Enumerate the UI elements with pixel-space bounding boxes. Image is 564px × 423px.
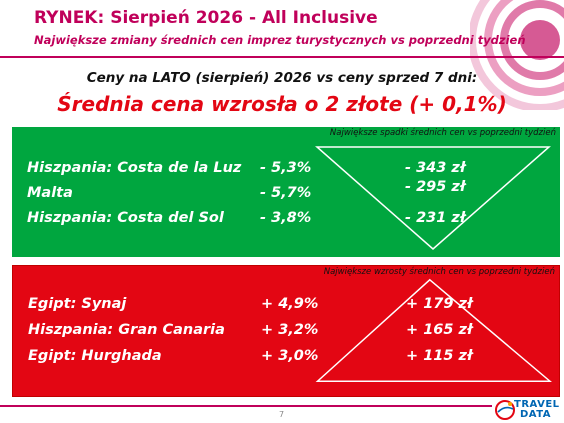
price-change: - 231 zł [405,210,466,226]
price-change: + 115 zł [406,348,473,364]
percent-change: - 3,8% [260,210,312,226]
header-divider [0,56,564,58]
decrease-row: Hiszpania: Costa del Sol - 3,8% - 231 zł [12,210,560,232]
percent-change: + 4,9% [261,296,319,312]
percent-change: + 3,2% [261,322,319,338]
up-triangle-decoration [315,278,552,382]
slide-title: RYNEK: Sierpień 2026 - All Inclusive [34,8,378,28]
percent-change: + 3,0% [261,348,319,364]
destination-name: Malta [27,185,73,201]
comparison-statement: Ceny na LATO (sierpień) 2026 vs ceny spr… [86,70,478,86]
destination-name: Egipt: Hurghada [28,348,162,364]
increase-row: Hiszpania: Gran Canaria + 3,2% + 165 zł [13,322,561,344]
destination-name: Hiszpania: Costa del Sol [27,210,224,226]
globe-icon [495,400,515,420]
destination-name: Hiszpania: Gran Canaria [28,322,225,338]
increases-panel: Największe wzrosty średnich cen vs poprz… [12,265,560,397]
footer-divider [0,405,492,407]
increase-row: Egipt: Hurghada + 3,0% + 115 zł [13,348,561,370]
logo-text-line1: TRAVEL [514,399,560,410]
destination-name: Hiszpania: Costa de la Luz [27,160,242,176]
slide-subtitle: Największe zmiany średnich cen imprez tu… [34,33,526,47]
price-change: + 165 zł [406,322,473,338]
travel-data-logo: TRAVEL DATA [494,399,560,421]
destination-name: Egipt: Synaj [28,296,127,312]
price-change: + 179 zł [406,296,473,312]
down-triangle-decoration [315,146,551,250]
price-change: - 295 zł [405,179,466,195]
decrease-row: Hiszpania: Costa de la Luz - 5,3% - 343 … [12,160,560,182]
page-number: 7 [279,410,285,419]
decreases-panel: Największe spadki średnich cen vs poprze… [12,127,560,257]
decrease-row: Malta - 5,7% - 295 zł [12,179,560,207]
increases-caption: Największe wzrosty średnich cen vs poprz… [323,267,555,277]
logo-text-line2: DATA [520,409,552,420]
decreases-caption: Największe spadki średnich cen vs poprze… [329,128,556,138]
increase-row: Egipt: Synaj + 4,9% + 179 zł [13,296,561,318]
target-rings-decoration [470,0,564,110]
percent-change: - 5,7% [260,185,312,201]
average-price-headline: Średnia cena wzrosła o 2 złote (+ 0,1%) [57,92,507,116]
percent-change: - 5,3% [260,160,312,176]
price-change: - 343 zł [405,160,466,176]
